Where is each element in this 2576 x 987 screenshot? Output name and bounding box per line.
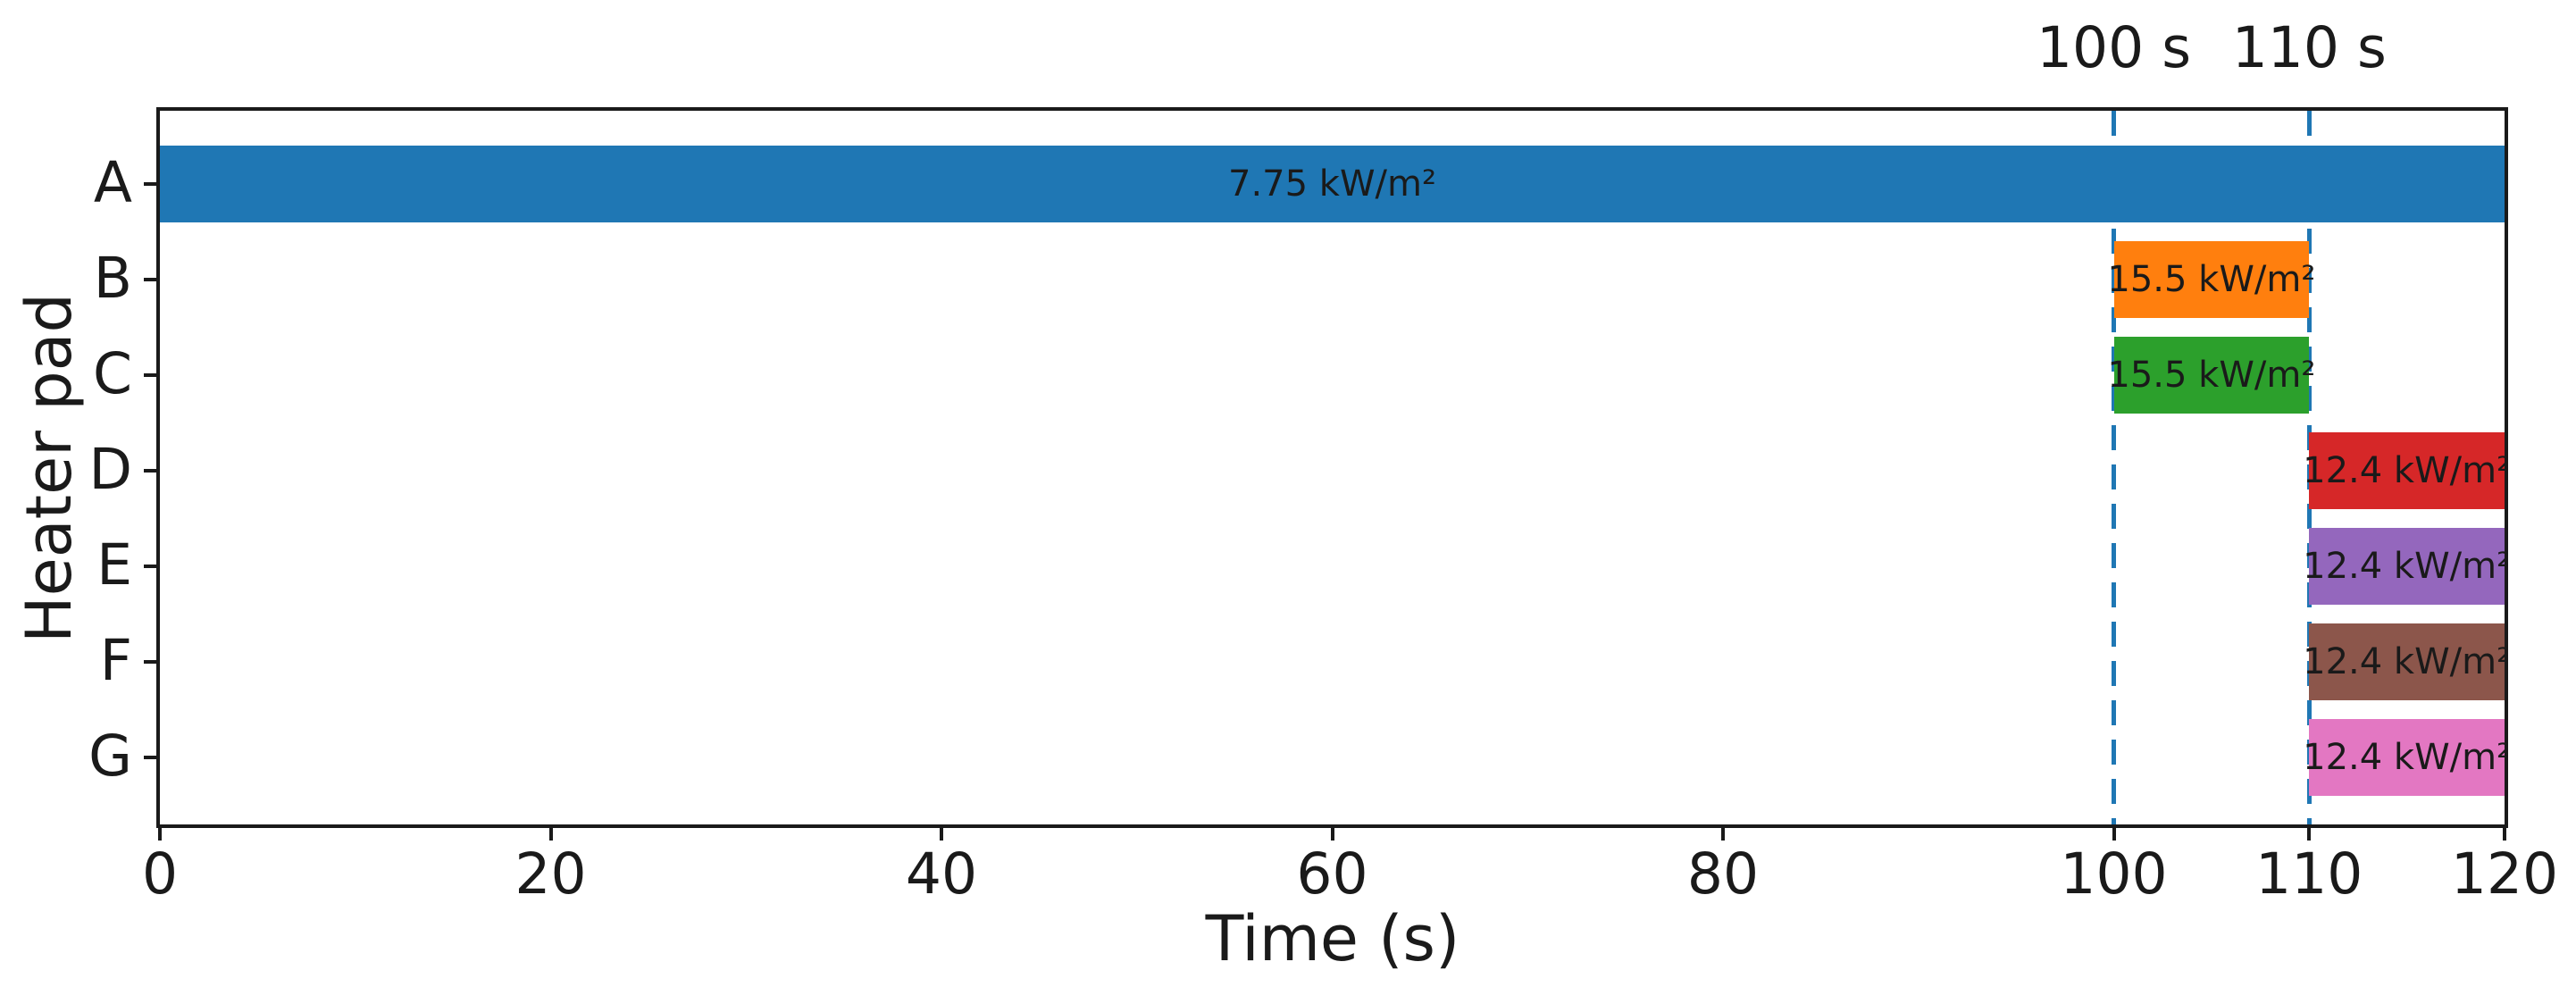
bar-pad-D: 12.4 kW/m²	[2303, 432, 2505, 509]
bar-label-pad-B: 15.5 kW/m²	[2107, 259, 2316, 300]
y-tick-mark-F	[144, 660, 156, 664]
x-tick-label-20: 20	[514, 841, 587, 907]
x-tick-label-60: 60	[1296, 841, 1368, 907]
y-tick-mark-D	[144, 469, 156, 473]
y-tick-mark-A	[144, 182, 156, 186]
bar-pad-F: 12.4 kW/m²	[2303, 623, 2505, 700]
x-tick-mark-120	[2503, 828, 2506, 841]
vline-time-annotation-110s: 110 s	[2231, 15, 2387, 80]
x-tick-mark-20	[548, 828, 553, 841]
bar-pad-A: 7.75 kW/m²	[160, 146, 2505, 222]
y-tick-label-F: F	[99, 628, 132, 694]
x-tick-label-80: 80	[1686, 841, 1760, 907]
vline-time-annotation-100s: 100 s	[2036, 15, 2192, 80]
x-tick-mark-0	[158, 828, 162, 841]
y-tick-mark-C	[144, 373, 156, 377]
x-tick-mark-100	[2112, 828, 2116, 841]
y-axis-title: Heater pad	[13, 293, 86, 643]
bar-label-pad-E: 12.4 kW/m²	[2303, 546, 2508, 587]
x-tick-label-0: 0	[141, 841, 179, 907]
bar-label-pad-G: 12.4 kW/m²	[2303, 737, 2508, 778]
bar-label-pad-D: 12.4 kW/m²	[2303, 450, 2508, 491]
x-tick-mark-60	[1330, 828, 1334, 841]
x-tick-label-110: 110	[2255, 841, 2363, 907]
y-tick-label-B: B	[93, 246, 132, 312]
bar-label-pad-F: 12.4 kW/m²	[2303, 641, 2508, 682]
bar-label-pad-C: 15.5 kW/m²	[2107, 355, 2316, 396]
bar-label-pad-A: 7.75 kW/m²	[1228, 163, 1436, 205]
x-axis-title: Time (s)	[1205, 902, 1460, 975]
y-tick-mark-B	[144, 278, 156, 281]
bar-pad-E: 12.4 kW/m²	[2303, 528, 2505, 605]
x-tick-label-120: 120	[2450, 841, 2559, 907]
dashed-vline-100s	[2112, 111, 2116, 824]
y-tick-mark-E	[144, 565, 156, 568]
x-tick-label-40: 40	[905, 841, 978, 907]
y-tick-label-G: G	[88, 724, 132, 790]
y-tick-label-E: E	[96, 532, 132, 598]
y-tick-label-C: C	[93, 341, 132, 407]
y-tick-label-D: D	[88, 437, 132, 503]
x-tick-mark-40	[940, 828, 943, 841]
x-tick-mark-110	[2307, 828, 2312, 841]
x-tick-label-100: 100	[2060, 841, 2168, 907]
x-tick-mark-80	[1721, 828, 1725, 841]
bar-pad-G: 12.4 kW/m²	[2303, 719, 2505, 796]
y-tick-mark-G	[144, 756, 156, 759]
y-tick-label-A: A	[93, 150, 132, 216]
plot-area: 7.75 kW/m² 15.5 kW/m² 15.5 kW/m² 12.4 kW/m²…	[156, 107, 2508, 828]
bar-pad-B: 15.5 kW/m²	[2107, 241, 2315, 318]
bar-pad-C: 15.5 kW/m²	[2107, 337, 2315, 414]
